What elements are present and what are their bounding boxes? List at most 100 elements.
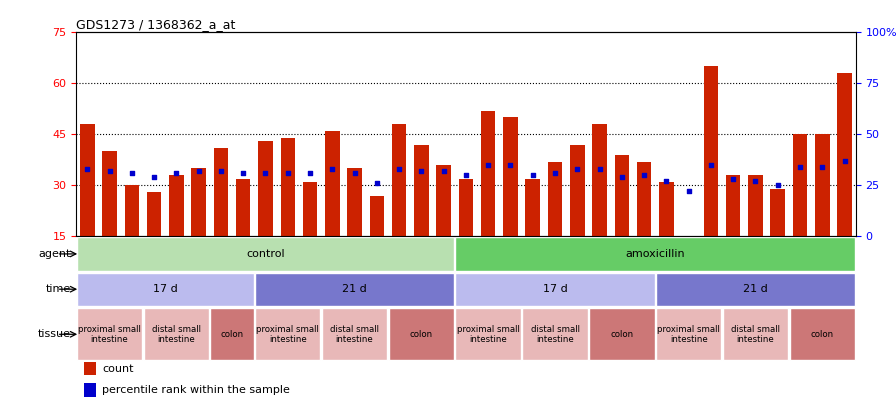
Point: [726, 176, 740, 182]
Bar: [726, 175, 740, 236]
Point: [280, 170, 295, 176]
Bar: [389, 309, 454, 360]
Bar: [815, 134, 830, 236]
Text: count: count: [102, 364, 134, 373]
Bar: [547, 162, 563, 236]
Bar: [455, 273, 655, 306]
Bar: [192, 168, 206, 236]
Point: [659, 178, 674, 184]
Point: [258, 170, 272, 176]
Bar: [280, 138, 295, 236]
Point: [236, 170, 250, 176]
Bar: [748, 175, 762, 236]
Point: [615, 174, 629, 180]
Bar: [348, 168, 362, 236]
Bar: [723, 309, 788, 360]
Text: GDS1273 / 1368362_a_at: GDS1273 / 1368362_a_at: [76, 18, 236, 31]
Bar: [369, 196, 384, 236]
Bar: [77, 309, 142, 360]
Bar: [211, 309, 254, 360]
Bar: [213, 148, 228, 236]
Point: [547, 170, 562, 176]
Point: [80, 166, 94, 172]
Text: 17 d: 17 d: [543, 284, 567, 294]
Text: colon: colon: [409, 330, 433, 339]
Point: [748, 178, 762, 184]
Bar: [125, 185, 139, 236]
Point: [214, 168, 228, 174]
Bar: [455, 237, 855, 271]
Text: control: control: [246, 249, 285, 259]
Bar: [255, 309, 321, 360]
Bar: [793, 134, 807, 236]
Point: [815, 164, 830, 170]
Text: proximal small
intestine: proximal small intestine: [78, 324, 141, 344]
Point: [682, 188, 696, 195]
Point: [102, 168, 116, 174]
Point: [303, 170, 317, 176]
Text: proximal small
intestine: proximal small intestine: [457, 324, 520, 344]
Bar: [303, 182, 317, 236]
Bar: [169, 175, 184, 236]
Text: colon: colon: [220, 330, 244, 339]
Text: distal small
intestine: distal small intestine: [152, 324, 201, 344]
Bar: [325, 131, 340, 236]
Bar: [656, 309, 721, 360]
Text: proximal small
intestine: proximal small intestine: [256, 324, 319, 344]
Text: distal small
intestine: distal small intestine: [731, 324, 780, 344]
Bar: [436, 165, 451, 236]
Text: colon: colon: [610, 330, 633, 339]
Bar: [392, 124, 407, 236]
Text: percentile rank within the sample: percentile rank within the sample: [102, 385, 289, 395]
Bar: [481, 111, 495, 236]
Bar: [615, 155, 629, 236]
Text: 17 d: 17 d: [153, 284, 177, 294]
Point: [481, 162, 495, 168]
Point: [414, 168, 428, 174]
Point: [570, 166, 584, 172]
Bar: [255, 273, 454, 306]
Point: [838, 158, 852, 164]
Point: [125, 170, 139, 176]
Point: [392, 166, 406, 172]
Point: [526, 172, 540, 178]
Bar: [143, 309, 209, 360]
Bar: [592, 124, 607, 236]
Text: tissue: tissue: [38, 329, 71, 339]
Bar: [504, 117, 518, 236]
Point: [325, 166, 340, 172]
Bar: [589, 309, 655, 360]
Bar: [525, 179, 540, 236]
Point: [504, 162, 518, 168]
Bar: [147, 192, 161, 236]
Point: [370, 180, 384, 187]
Bar: [659, 182, 674, 236]
Bar: [322, 309, 387, 360]
Text: amoxicillin: amoxicillin: [625, 249, 685, 259]
Point: [637, 172, 651, 178]
Bar: [459, 179, 473, 236]
Point: [192, 168, 206, 174]
Bar: [656, 273, 855, 306]
Point: [703, 162, 718, 168]
Text: proximal small
intestine: proximal small intestine: [657, 324, 720, 344]
Point: [793, 164, 807, 170]
Point: [147, 174, 161, 180]
Bar: [84, 362, 96, 375]
Bar: [837, 73, 852, 236]
Bar: [414, 145, 428, 236]
Text: distal small
intestine: distal small intestine: [530, 324, 580, 344]
Text: colon: colon: [811, 330, 834, 339]
Bar: [789, 309, 855, 360]
Point: [771, 182, 785, 189]
Point: [169, 170, 184, 176]
Point: [459, 172, 473, 178]
Point: [592, 166, 607, 172]
Point: [436, 168, 451, 174]
Text: 21 d: 21 d: [342, 284, 367, 294]
Bar: [522, 309, 588, 360]
Bar: [258, 141, 272, 236]
Text: 21 d: 21 d: [743, 284, 768, 294]
Text: distal small
intestine: distal small intestine: [330, 324, 379, 344]
Text: agent: agent: [39, 249, 71, 259]
